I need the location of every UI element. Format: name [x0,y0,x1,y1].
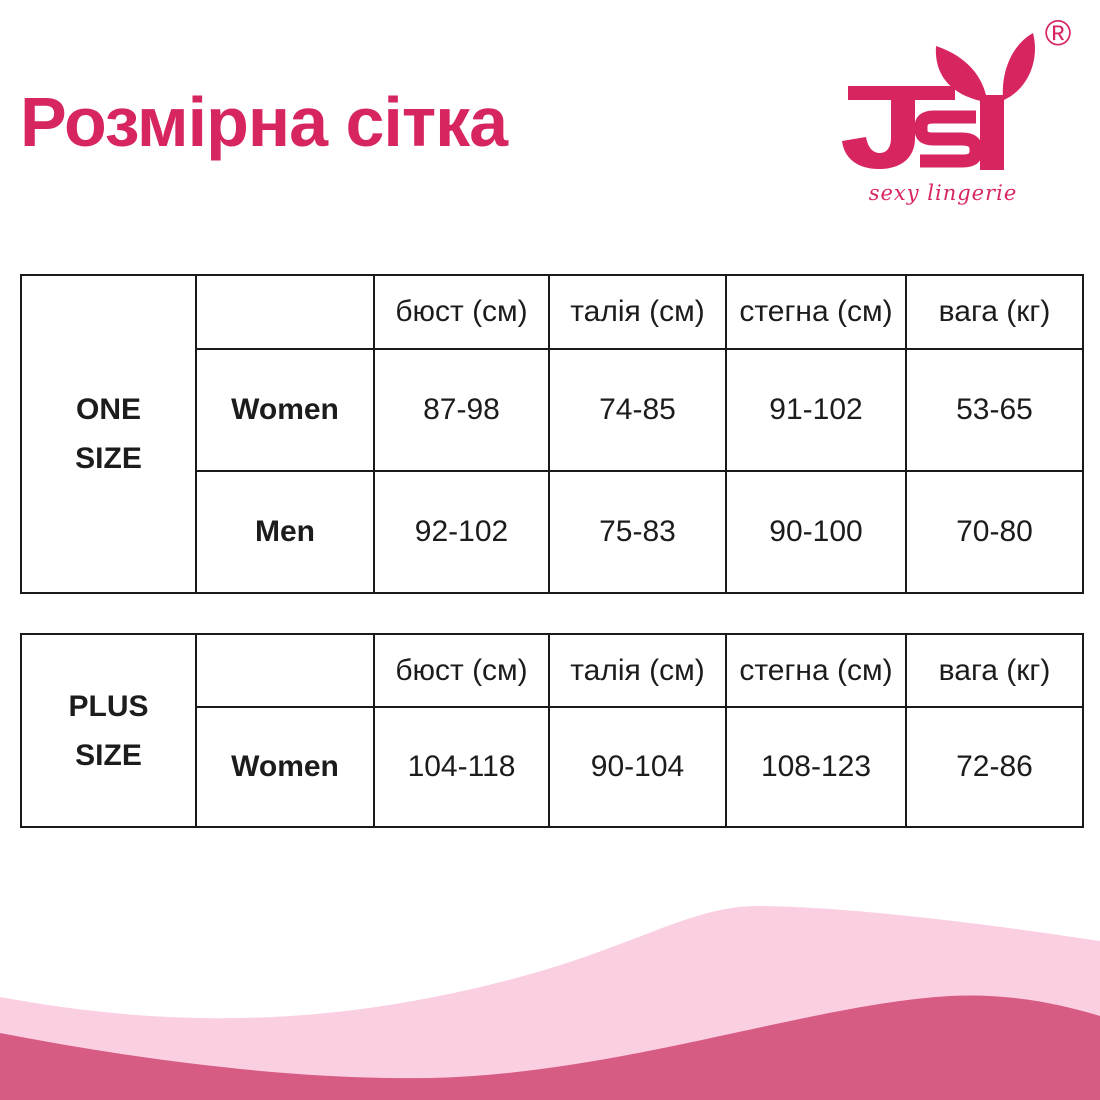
cell-men-hips: 90-100 [725,470,907,594]
cell-women-waist: 90-104 [548,706,727,828]
col-header-hips: стегна (см) [725,274,907,350]
cell-women-bust: 104-118 [373,706,550,828]
page-title: Розмірна сітка [20,83,508,161]
cell-women-hips: 91-102 [725,348,907,472]
row-label-women: Women [195,348,375,472]
size-group-label-plus-size: PLUS SIZE [20,633,197,828]
logo-letter-s [914,110,983,168]
col-header-bust: бюст (см) [373,274,550,350]
registered-trademark-icon: ® [1045,12,1072,53]
size-label-line: ONE [75,393,141,426]
col-header-weight: вага (кг) [905,633,1084,708]
row-label-women: Women [195,706,375,828]
plus-size-table: PLUS SIZE бюст (см) талія (см) стегна (с… [20,633,1084,828]
col-header-waist: талія (см) [548,274,727,350]
brand-logo: ® sexy lingerie [800,0,1100,230]
cell-women-weight: 53-65 [905,348,1084,472]
col-header-bust: бюст (см) [373,633,550,708]
bottom-waves-decoration [0,906,1100,1100]
cell-men-weight: 70-80 [905,470,1084,594]
size-label-line: PLUS [68,689,149,723]
corner-empty-cell [195,274,375,350]
cell-women-bust: 87-98 [373,348,550,472]
logo-letter-j [842,86,955,169]
table-row-women: Women 87-98 74-85 91-102 53-65 [21,348,1084,472]
corner-empty-cell [195,633,375,708]
wave-dark-icon [0,995,1100,1100]
cell-women-waist: 74-85 [548,348,727,472]
table-row-women: Women 104-118 90-104 108-123 72-86 [21,706,1084,828]
cell-women-weight: 72-86 [905,706,1084,828]
col-header-waist: талія (см) [548,633,727,708]
logo-leaf-right-icon [1002,33,1035,100]
col-header-hips: стегна (см) [725,633,907,708]
logo-leaf-left-icon [935,46,987,102]
one-size-table: ONE SIZE бюст (см) талія (см) стегна (см… [20,274,1084,594]
col-header-weight: вага (кг) [905,274,1084,350]
size-label-line: SIZE [75,738,142,772]
cell-men-waist: 75-83 [548,470,727,594]
size-group-label-one-size: ONE SIZE [20,274,197,594]
cell-women-hips: 108-123 [725,706,907,828]
jsy-logo-icon: ® sexy lingerie [842,12,1072,205]
row-label-men: Men [195,470,375,594]
size-label-line: SIZE [75,442,142,475]
logo-letter-y [980,95,1004,170]
logo-tagline: sexy lingerie [869,181,1018,205]
cell-men-bust: 92-102 [373,470,550,594]
table-row-men: Men 92-102 75-83 90-100 70-80 [21,470,1084,594]
